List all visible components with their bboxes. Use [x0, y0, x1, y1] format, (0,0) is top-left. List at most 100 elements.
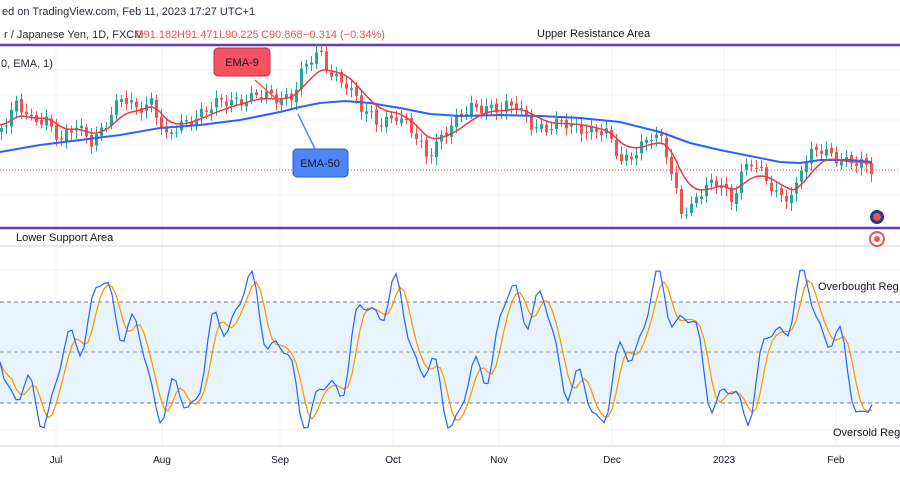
candle-body	[160, 116, 163, 128]
candle	[260, 89, 263, 104]
x-tick-label: Oct	[385, 455, 401, 466]
candle-body	[20, 99, 23, 113]
candle-body	[230, 100, 233, 106]
candle-body	[385, 117, 388, 128]
candle-body	[680, 189, 683, 215]
candle	[10, 102, 13, 134]
event-icon[interactable]	[869, 231, 885, 247]
candle	[485, 98, 488, 120]
candle	[350, 80, 353, 98]
candle	[85, 124, 88, 144]
candle-body	[420, 140, 423, 142]
candle-body	[65, 129, 68, 141]
candle-body	[745, 163, 748, 170]
candle-body	[130, 100, 133, 103]
candle-body	[250, 92, 253, 101]
chart-header-line1: ed on TradingView.com, Feb 11, 2023 17:2…	[2, 6, 255, 18]
candle	[700, 190, 703, 205]
candle-body	[220, 97, 223, 100]
candle-body	[550, 129, 553, 131]
candle-body	[400, 118, 403, 124]
candle	[675, 165, 678, 194]
candle	[285, 87, 288, 106]
flag-icon[interactable]	[870, 210, 884, 224]
candle	[845, 150, 848, 168]
candle-body	[445, 132, 448, 137]
candle	[650, 133, 653, 149]
candle-body	[405, 118, 408, 121]
candle-body	[860, 158, 863, 168]
candle-body	[530, 115, 533, 130]
candle-body	[265, 91, 268, 99]
candle-body	[40, 120, 43, 125]
candle	[165, 119, 168, 139]
candle	[765, 163, 768, 185]
candle-body	[540, 123, 543, 129]
candle	[320, 45, 323, 57]
candle-body	[365, 111, 368, 114]
candle	[645, 136, 648, 151]
ohlc-open: O91.182	[135, 29, 177, 41]
candle	[300, 61, 303, 97]
candle	[665, 132, 668, 165]
candle	[430, 148, 433, 164]
x-axis: Jul Aug Sep Oct Nov Dec 2023 Feb	[50, 455, 845, 466]
candle-body	[225, 101, 228, 106]
candle	[595, 124, 598, 139]
candle-body	[510, 101, 513, 106]
candle	[415, 125, 418, 146]
candle	[535, 119, 538, 134]
candle-body	[345, 83, 348, 89]
candle	[695, 192, 698, 208]
candle-body	[150, 98, 153, 105]
overbought-label: Overbought Reg	[818, 281, 899, 293]
candle-body	[660, 134, 663, 136]
candle-body	[200, 109, 203, 118]
candle	[815, 143, 818, 157]
candle-body	[805, 162, 808, 173]
candle-body	[715, 180, 718, 187]
candle-body	[755, 167, 758, 169]
candle	[200, 102, 203, 124]
candle	[330, 64, 333, 81]
candle-body	[90, 135, 93, 147]
candle-body	[15, 100, 18, 112]
candle-body	[235, 97, 238, 99]
candle	[755, 159, 758, 173]
candle-body	[50, 118, 53, 127]
candle	[215, 90, 218, 116]
candle-body	[430, 155, 433, 157]
candle	[455, 108, 458, 134]
candle-body	[700, 196, 703, 199]
candle	[230, 92, 233, 113]
candle-body	[380, 125, 383, 127]
candle-body	[870, 163, 873, 175]
candle-body	[585, 131, 588, 133]
candle	[740, 163, 743, 201]
candle-body	[455, 114, 458, 128]
x-tick-label: Feb	[827, 455, 845, 466]
candle-body	[360, 95, 363, 112]
candle	[540, 117, 543, 133]
candle	[270, 85, 273, 100]
ema50-callout: EMA-50	[292, 113, 349, 178]
candle-body	[705, 184, 708, 197]
candle-body	[735, 193, 738, 204]
candle	[710, 173, 713, 191]
candle	[385, 109, 388, 134]
candle-body	[55, 125, 58, 140]
stochastic-d-line	[0, 279, 873, 421]
candle	[660, 129, 663, 144]
candle	[855, 156, 858, 174]
candle	[620, 146, 623, 165]
candle-body	[125, 97, 128, 104]
event-icon-dot	[874, 236, 880, 242]
candle-body	[480, 105, 483, 114]
candle-body	[815, 146, 818, 151]
candle-body	[730, 187, 733, 202]
candle	[860, 151, 863, 176]
candle-body	[655, 134, 658, 139]
candle-body	[165, 126, 168, 133]
ohlc-high: H91.471	[177, 29, 219, 41]
ema50-callout-box	[292, 148, 349, 178]
